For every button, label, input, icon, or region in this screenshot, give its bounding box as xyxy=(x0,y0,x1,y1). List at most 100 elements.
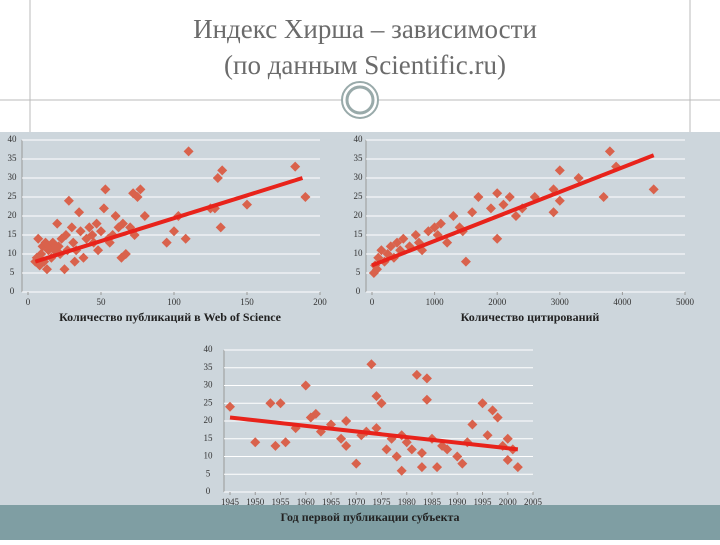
y-tick-label: 15 xyxy=(204,433,214,443)
y-tick-label: 20 xyxy=(204,415,214,425)
point xyxy=(604,146,615,157)
point xyxy=(371,423,382,434)
point xyxy=(485,203,496,214)
point xyxy=(100,184,111,195)
point xyxy=(84,222,95,233)
y-tick-label: 25 xyxy=(204,397,214,407)
point xyxy=(452,451,463,462)
point xyxy=(598,192,609,202)
point xyxy=(482,430,493,441)
point xyxy=(442,444,453,455)
y-tick-label: 20 xyxy=(8,210,18,220)
y-tick-label: 5 xyxy=(356,267,361,277)
y-tick-label: 35 xyxy=(354,153,364,163)
y-tick-label: 15 xyxy=(354,229,364,239)
point xyxy=(502,433,513,444)
x-tick-label: 1970 xyxy=(347,497,366,507)
y-tick-label: 10 xyxy=(354,248,364,258)
x-tick-label: 1980 xyxy=(398,497,417,507)
y-tick-label: 40 xyxy=(354,134,364,144)
point xyxy=(52,218,63,229)
point xyxy=(300,380,311,391)
y-tick-label: 20 xyxy=(354,210,364,220)
y-tick-label: 15 xyxy=(8,229,18,239)
point xyxy=(132,192,143,202)
point xyxy=(477,398,488,409)
point xyxy=(75,226,86,237)
point xyxy=(448,211,459,221)
x-tick-label: 1960 xyxy=(297,497,316,507)
point xyxy=(290,161,301,172)
point xyxy=(371,391,382,402)
point xyxy=(467,419,478,430)
x-tick-label: 2000 xyxy=(488,297,507,307)
point xyxy=(139,211,150,221)
point xyxy=(135,184,146,195)
x-tick-label: 2005 xyxy=(524,497,543,507)
point xyxy=(275,398,286,409)
point xyxy=(310,408,321,419)
point xyxy=(93,245,104,256)
x-tick-label: 5000 xyxy=(676,297,695,307)
point xyxy=(341,440,352,451)
y-tick-label: 25 xyxy=(8,191,18,201)
x-tick-label: 1990 xyxy=(448,497,467,507)
point xyxy=(381,444,392,455)
point xyxy=(648,184,659,195)
x-tick-label: 0 xyxy=(370,297,375,307)
point xyxy=(554,165,565,176)
point xyxy=(406,444,417,455)
point xyxy=(423,226,434,237)
x-axis-label: Год первой публикации субъекта xyxy=(280,510,459,524)
point xyxy=(33,233,44,244)
point xyxy=(60,230,71,240)
content-bg xyxy=(0,132,720,540)
point xyxy=(300,192,311,202)
point xyxy=(376,398,387,409)
point xyxy=(270,440,281,451)
point xyxy=(120,249,131,259)
point xyxy=(351,458,362,469)
point xyxy=(87,230,98,240)
y-tick-label: 35 xyxy=(8,153,18,163)
point xyxy=(265,398,276,409)
point xyxy=(63,195,74,206)
point xyxy=(392,237,403,248)
x-tick-label: 4000 xyxy=(613,297,632,307)
point xyxy=(460,256,471,267)
point xyxy=(429,222,440,233)
point xyxy=(69,256,80,267)
trendline xyxy=(34,176,304,264)
y-tick-label: 30 xyxy=(8,172,18,182)
x-axis-label: Количество цитирований xyxy=(461,310,600,324)
point xyxy=(442,237,453,248)
point xyxy=(548,207,559,218)
point xyxy=(242,199,252,210)
trendline xyxy=(229,415,519,452)
point xyxy=(398,233,409,244)
point xyxy=(341,416,352,426)
y-tick-label: 30 xyxy=(204,380,214,390)
x-tick-label: 100 xyxy=(167,297,181,307)
point xyxy=(41,264,52,275)
point xyxy=(411,369,422,380)
ornament xyxy=(345,85,375,115)
point xyxy=(432,462,443,473)
point xyxy=(410,230,421,240)
x-tick-label: 200 xyxy=(313,297,327,307)
point xyxy=(161,237,172,248)
point xyxy=(98,203,109,214)
point xyxy=(492,412,503,423)
title-line: (по данным Scientific.ru) xyxy=(224,50,506,80)
point xyxy=(117,218,128,229)
y-tick-label: 0 xyxy=(10,286,15,296)
x-axis-label: Количество публикаций в Web of Science xyxy=(59,310,282,324)
point xyxy=(91,218,102,229)
y-tick-label: 10 xyxy=(8,248,18,258)
y-tick-label: 0 xyxy=(356,286,361,296)
point xyxy=(74,207,85,218)
point xyxy=(492,188,503,199)
point xyxy=(169,226,179,237)
